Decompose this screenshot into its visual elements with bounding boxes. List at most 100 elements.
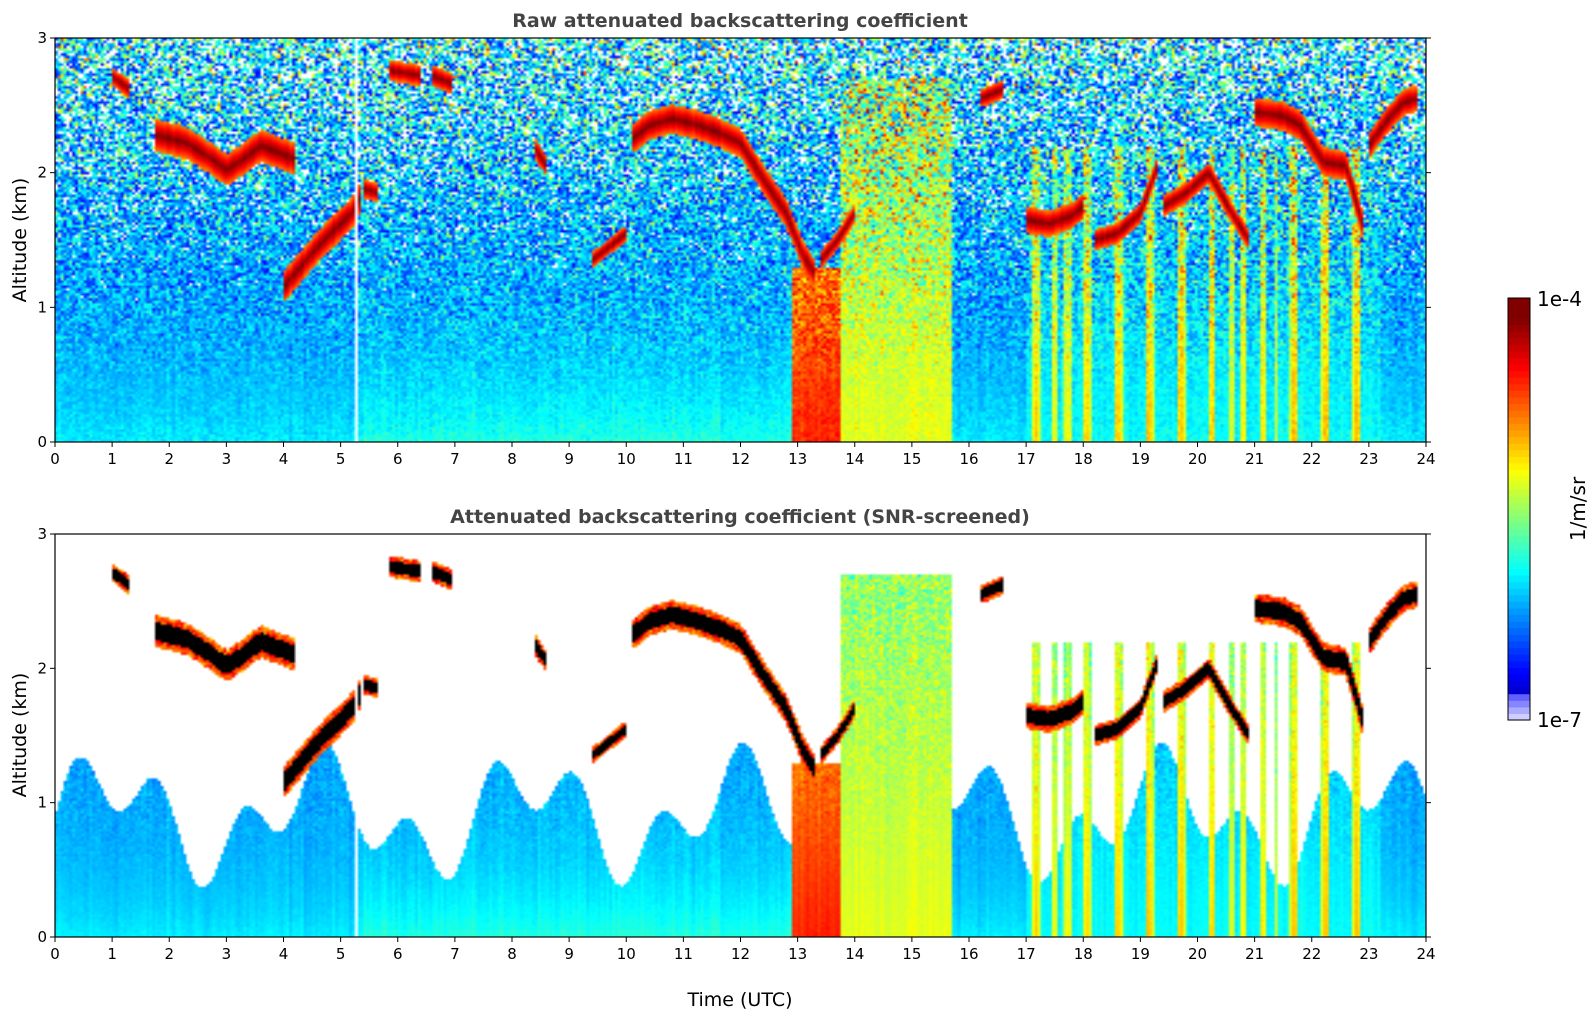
- x-tick-label: 23: [1359, 945, 1378, 963]
- y-tick-label: 0: [37, 433, 47, 451]
- x-axis-label: Time (UTC): [686, 989, 792, 1011]
- colorbar-segment: [1508, 423, 1530, 431]
- colorbar-segment: [1508, 588, 1530, 596]
- colorbar-segment: [1508, 574, 1530, 583]
- x-tick-label: 1: [107, 450, 117, 468]
- colorbar-unit-label: 1/m/sr: [1566, 476, 1590, 541]
- panel-title: Attenuated backscattering coefficient (S…: [450, 506, 1030, 528]
- x-tick-label: 4: [279, 945, 289, 963]
- x-tick-label: 3: [222, 450, 232, 468]
- x-tick-label: 3: [222, 945, 232, 963]
- colorbar-segment: [1508, 647, 1530, 655]
- x-tick-label: 20: [1188, 450, 1207, 468]
- colorbar-segment: [1508, 396, 1530, 405]
- colorbar-min-label: 1e-7: [1537, 708, 1582, 732]
- colorbar-segment: [1508, 456, 1530, 464]
- colorbar-segment: [1508, 555, 1530, 563]
- colorbar-segment: [1508, 680, 1530, 688]
- x-axis: 0 1 2 3 4 5 6 7 8 9 10 11 12 13 14 15 16 17 18 19 20 21 22 23 24: [50, 442, 1436, 468]
- colorbar-segment: [1508, 627, 1530, 635]
- y-tick-label: 3: [37, 525, 47, 543]
- colorbar-segment: [1508, 337, 1530, 345]
- colorbar-segment: [1508, 330, 1530, 339]
- x-tick-label: 5: [336, 450, 346, 468]
- colorbar-segment: [1508, 429, 1530, 438]
- colorbar-segment: [1508, 469, 1530, 477]
- colorbar-segment: [1508, 561, 1530, 569]
- x-tick-label: 17: [1017, 450, 1036, 468]
- colorbar-segment: [1508, 693, 1530, 701]
- x-tick-label: 17: [1017, 945, 1036, 963]
- colorbar-segment: [1508, 416, 1530, 424]
- x-tick-label: 6: [393, 945, 403, 963]
- colorbar-segment: [1508, 667, 1530, 675]
- colorbar-segment: [1508, 535, 1530, 543]
- x-tick-label: 12: [731, 450, 750, 468]
- x-tick-label: 18: [1074, 450, 1093, 468]
- x-tick-label: 14: [845, 450, 864, 468]
- y-tick-label: 1: [37, 794, 47, 812]
- colorbar-segment: [1508, 436, 1530, 444]
- colorbar-segment: [1508, 449, 1530, 457]
- y-tick-label: 3: [37, 29, 47, 47]
- y-tick-label: 1: [37, 298, 47, 316]
- x-tick-label: 0: [50, 450, 60, 468]
- x-tick-label: 0: [50, 945, 60, 963]
- x-tick-label: 9: [564, 450, 574, 468]
- colorbar-segment: [1508, 304, 1530, 312]
- x-tick-label: 24: [1416, 450, 1435, 468]
- y-axis: 0 1 2 3: [37, 29, 1431, 451]
- colorbar-segment: [1508, 594, 1530, 602]
- x-tick-label: 1: [107, 945, 117, 963]
- x-tick-label: 10: [617, 450, 636, 468]
- colorbar: 1e-4 1e-7 1/m/sr: [1507, 287, 1590, 732]
- colorbar-segment: [1508, 654, 1530, 662]
- colorbar-segment: [1508, 350, 1530, 358]
- colorbar-segment: [1508, 383, 1530, 391]
- x-tick-label: 23: [1359, 450, 1378, 468]
- colorbar-segment: [1508, 607, 1530, 616]
- colorbar-segment: [1508, 673, 1530, 682]
- x-tick-label: 8: [507, 450, 517, 468]
- colorbar-segment: [1508, 515, 1530, 523]
- panel-title: Raw attenuated backscattering coefficien…: [512, 10, 968, 32]
- colorbar-segment: [1508, 370, 1530, 378]
- x-axis: 0 1 2 3 4 5 6 7 8 9 10 11 12 13 14 15 16 17 18 19 20 21 22 23 24: [50, 937, 1436, 963]
- colorbar-segment: [1508, 621, 1530, 629]
- y-axis-label: Altitude (km): [9, 178, 31, 303]
- x-tick-label: 7: [450, 450, 460, 468]
- x-tick-label: 5: [336, 945, 346, 963]
- x-tick-label: 14: [845, 945, 864, 963]
- colorbar-max-label: 1e-4: [1537, 287, 1582, 311]
- x-tick-label: 9: [564, 945, 574, 963]
- colorbar-segment: [1508, 614, 1530, 622]
- colorbar-segment: [1508, 541, 1530, 550]
- colorbar-segment: [1508, 311, 1530, 319]
- colorbar-segment: [1508, 324, 1530, 332]
- x-tick-label: 6: [393, 450, 403, 468]
- colorbar-segment: [1508, 713, 1530, 721]
- x-tick-label: 15: [902, 450, 921, 468]
- x-tick-label: 24: [1416, 945, 1435, 963]
- colorbar-segment: [1508, 495, 1530, 504]
- x-tick-label: 20: [1188, 945, 1207, 963]
- colorbar-segment: [1508, 298, 1530, 306]
- colorbar-segment: [1508, 528, 1530, 536]
- colorbar-segment: [1508, 363, 1530, 372]
- plot-area: [55, 534, 1426, 937]
- colorbar-segment: [1508, 410, 1530, 418]
- colorbar-segment: [1508, 581, 1530, 589]
- x-tick-label: 11: [674, 450, 693, 468]
- colorbar-segment: [1508, 660, 1530, 668]
- colorbar-segment: [1508, 377, 1530, 385]
- colorbar-segment: [1508, 317, 1530, 325]
- x-tick-label: 15: [902, 945, 921, 963]
- colorbar-segment: [1508, 482, 1530, 490]
- x-tick-label: 7: [450, 945, 460, 963]
- colorbar-segment: [1508, 403, 1530, 411]
- x-tick-label: 21: [1245, 945, 1264, 963]
- x-tick-label: 18: [1074, 945, 1093, 963]
- colorbar-segment: [1508, 344, 1530, 352]
- panel-screened: Attenuated backscattering coefficient (S…: [9, 506, 1436, 1011]
- colorbar-segment: [1508, 548, 1530, 556]
